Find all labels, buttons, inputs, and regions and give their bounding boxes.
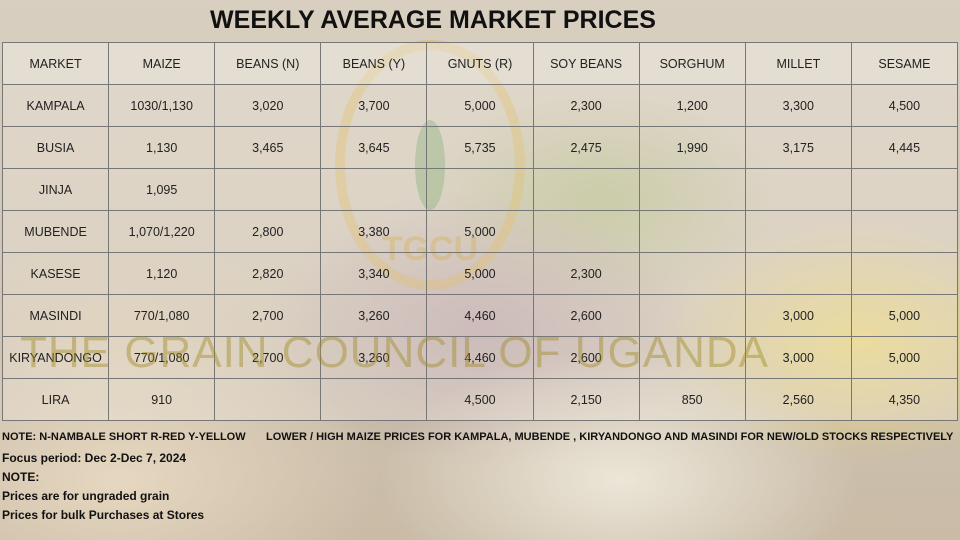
- price-cell: 4,460: [426, 336, 534, 379]
- price-cell: 2,150: [532, 378, 640, 421]
- note-line: Prices are for ungraded grain: [2, 489, 170, 503]
- price-cell: [638, 168, 746, 211]
- header-cell: SESAME: [850, 42, 959, 85]
- note-heading: NOTE:: [2, 470, 40, 484]
- price-cell: [532, 168, 640, 211]
- price-cell: 2,560: [744, 378, 852, 421]
- price-table: MARKET MAIZE BEANS (N) BEANS (Y) GNUTS (R) SO…: [1, 42, 959, 421]
- header-row: MARKET MAIZE BEANS (N) BEANS (Y) GNUTS (R) SO…: [1, 42, 959, 85]
- price-cell: 1,200: [638, 84, 746, 127]
- price-cell: 3,300: [744, 84, 852, 127]
- price-cell: 5,000: [426, 84, 534, 127]
- maize-note: LOWER / HIGH MAIZE PRICES FOR KAMPALA, M…: [266, 431, 954, 443]
- watermark: THE GRAIN COUNCIL OF UGANDA: [20, 328, 769, 377]
- price-cell: 1,990: [638, 126, 746, 169]
- price-cell: 2,300: [532, 252, 640, 295]
- table-row: LIRA 910 4,500 2,150 850 2,560 4,350: [1, 378, 959, 421]
- price-cell: 2,600: [532, 294, 640, 337]
- market-cell: KIRYANDONGO: [1, 336, 110, 379]
- header-cell: BEANS (N): [214, 42, 322, 85]
- price-cell: 2,300: [532, 84, 640, 127]
- header-cell: MAIZE: [108, 42, 216, 85]
- price-cell: 850: [638, 378, 746, 421]
- price-cell: [638, 336, 746, 379]
- legend-note: NOTE: N-NAMBALE SHORT R-RED Y-YELLOW: [2, 431, 246, 443]
- table-row: MUBENDE 1,070/1,220 2,800 3,380 5,000: [1, 210, 959, 253]
- price-cell: 1,070/1,220: [108, 210, 216, 253]
- title: WEEKLY AVERAGE MARKET PRICES: [210, 6, 656, 34]
- price-cell: 2,800: [214, 210, 322, 253]
- price-cell: 5,000: [426, 252, 534, 295]
- price-cell: 2,700: [214, 336, 322, 379]
- price-cell: 2,700: [214, 294, 322, 337]
- price-cell: 4,460: [426, 294, 534, 337]
- price-cell: 4,350: [850, 378, 959, 421]
- price-cell: [214, 378, 322, 421]
- header-cell: GNUTS (R): [426, 42, 534, 85]
- price-cell: 3,175: [744, 126, 852, 169]
- price-cell: [744, 168, 852, 211]
- table-row: KIRYANDONGO 770/1,080 2,700 3,260 4,460 2,600…: [1, 336, 959, 379]
- price-cell: 3,020: [214, 84, 322, 127]
- market-cell: LIRA: [1, 378, 110, 421]
- price-cell: 1,120: [108, 252, 216, 295]
- header-cell: BEANS (Y): [320, 42, 428, 85]
- price-cell: 5,735: [426, 126, 534, 169]
- price-cell: [320, 378, 428, 421]
- price-cell: 3,645: [320, 126, 428, 169]
- header-cell: SORGHUM: [638, 42, 746, 85]
- table-row: BUSIA 1,130 3,465 3,645 5,735 2,475 1,990 3,175…: [1, 126, 959, 169]
- table-row: KAMPALA 1030/1,130 3,020 3,700 5,000 2,300 1,2…: [1, 84, 959, 127]
- price-cell: 3,380: [320, 210, 428, 253]
- price-cell: [532, 210, 640, 253]
- price-cell: 3,340: [320, 252, 428, 295]
- price-cell: [850, 210, 959, 253]
- price-cell: [320, 168, 428, 211]
- price-cell: [744, 252, 852, 295]
- price-cell: [638, 252, 746, 295]
- price-cell: [426, 168, 534, 211]
- price-cell: 910: [108, 378, 216, 421]
- market-cell: JINJA: [1, 168, 110, 211]
- price-cell: 1,130: [108, 126, 216, 169]
- price-cell: 5,000: [426, 210, 534, 253]
- price-cell: 4,445: [850, 126, 959, 169]
- header-cell: SOY BEANS: [532, 42, 640, 85]
- price-cell: 1,095: [108, 168, 216, 211]
- price-cell: [214, 168, 322, 211]
- header-cell: MARKET: [1, 42, 110, 85]
- price-cell: 3,260: [320, 294, 428, 337]
- price-cell: 3,465: [214, 126, 322, 169]
- price-cell: 2,820: [214, 252, 322, 295]
- price-cell: 4,500: [426, 378, 534, 421]
- market-cell: KASESE: [1, 252, 110, 295]
- price-cell: 1030/1,130: [108, 84, 216, 127]
- table-row: JINJA 1,095: [1, 168, 959, 211]
- header-cell: MILLET: [744, 42, 852, 85]
- focus-period: Focus period: Dec 2-Dec 7, 2024: [2, 451, 187, 465]
- price-cell: [744, 210, 852, 253]
- price-cell: 4,500: [850, 84, 959, 127]
- price-cell: 5,000: [850, 336, 959, 379]
- market-cell: MUBENDE: [1, 210, 110, 253]
- market-cell: BUSIA: [1, 126, 110, 169]
- price-cell: [850, 252, 959, 295]
- price-cell: 3,700: [320, 84, 428, 127]
- price-cell: 770/1,080: [108, 336, 216, 379]
- price-cell: [850, 168, 959, 211]
- price-cell: [638, 294, 746, 337]
- price-cell: [638, 210, 746, 253]
- price-cell: 2,600: [532, 336, 640, 379]
- price-cell: 3,260: [320, 336, 428, 379]
- table-row: KASESE 1,120 2,820 3,340 5,000 2,300: [1, 252, 959, 295]
- note-line: Prices for bulk Purchases at Stores: [2, 508, 205, 522]
- market-cell: KAMPALA: [1, 84, 110, 127]
- price-cell: 3,000: [744, 336, 852, 379]
- price-cell: 2,475: [532, 126, 640, 169]
